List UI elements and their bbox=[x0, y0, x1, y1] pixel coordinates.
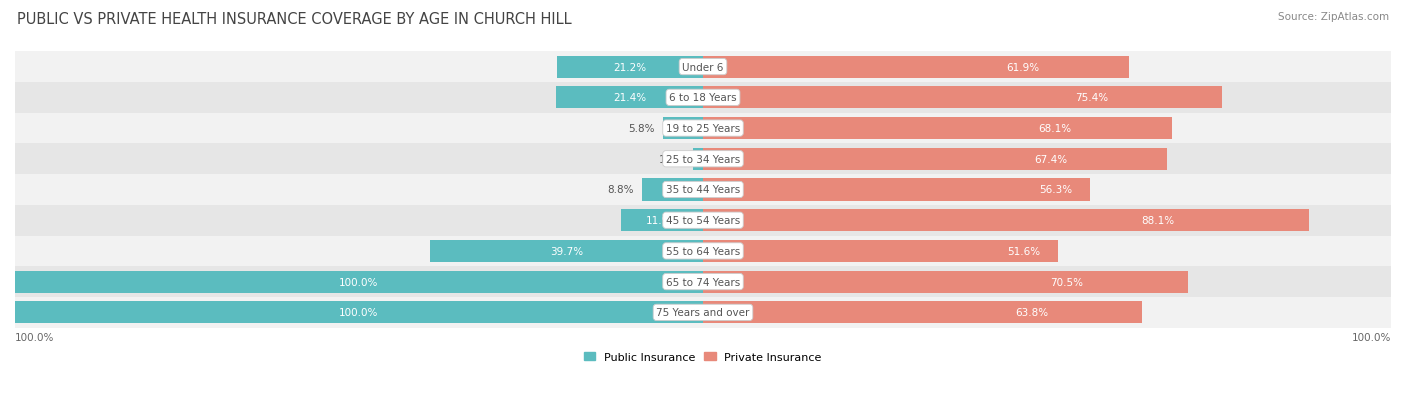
Bar bbox=[703, 301, 1142, 324]
Text: Under 6: Under 6 bbox=[682, 62, 724, 72]
Text: 100.0%: 100.0% bbox=[339, 308, 378, 318]
Text: 56.3%: 56.3% bbox=[1039, 185, 1073, 195]
Bar bbox=[15, 205, 1391, 236]
Bar bbox=[15, 236, 1391, 267]
Bar bbox=[703, 57, 1129, 78]
Text: 6 to 18 Years: 6 to 18 Years bbox=[669, 93, 737, 103]
Text: 51.6%: 51.6% bbox=[1007, 246, 1040, 256]
Bar bbox=[15, 175, 1391, 205]
Text: 45 to 54 Years: 45 to 54 Years bbox=[666, 216, 740, 225]
Bar bbox=[15, 301, 703, 324]
Text: 61.9%: 61.9% bbox=[1005, 62, 1039, 72]
Legend: Public Insurance, Private Insurance: Public Insurance, Private Insurance bbox=[579, 348, 827, 366]
Text: 5.8%: 5.8% bbox=[628, 124, 655, 134]
Text: 100.0%: 100.0% bbox=[15, 332, 55, 342]
Bar bbox=[15, 83, 1391, 114]
Bar bbox=[703, 87, 1222, 109]
Bar bbox=[703, 118, 1171, 140]
Text: 35 to 44 Years: 35 to 44 Years bbox=[666, 185, 740, 195]
Text: 19 to 25 Years: 19 to 25 Years bbox=[666, 124, 740, 134]
Text: 68.1%: 68.1% bbox=[1038, 124, 1071, 134]
Bar bbox=[555, 87, 703, 109]
Text: 88.1%: 88.1% bbox=[1142, 216, 1174, 225]
Bar bbox=[703, 148, 1167, 171]
Text: 67.4%: 67.4% bbox=[1035, 154, 1067, 164]
Bar bbox=[693, 148, 703, 171]
Text: 1.4%: 1.4% bbox=[658, 154, 685, 164]
Bar bbox=[643, 179, 703, 201]
Text: 65 to 74 Years: 65 to 74 Years bbox=[666, 277, 740, 287]
Bar bbox=[15, 267, 1391, 297]
Text: Source: ZipAtlas.com: Source: ZipAtlas.com bbox=[1278, 12, 1389, 22]
Text: 21.4%: 21.4% bbox=[613, 93, 645, 103]
Text: 39.7%: 39.7% bbox=[550, 246, 583, 256]
Bar bbox=[15, 114, 1391, 144]
Bar bbox=[15, 271, 703, 293]
Text: 70.5%: 70.5% bbox=[1050, 277, 1083, 287]
Text: 21.2%: 21.2% bbox=[613, 62, 647, 72]
Text: 63.8%: 63.8% bbox=[1015, 308, 1049, 318]
Bar bbox=[15, 297, 1391, 328]
Text: 75.4%: 75.4% bbox=[1076, 93, 1108, 103]
Bar bbox=[703, 240, 1057, 262]
Text: PUBLIC VS PRIVATE HEALTH INSURANCE COVERAGE BY AGE IN CHURCH HILL: PUBLIC VS PRIVATE HEALTH INSURANCE COVER… bbox=[17, 12, 571, 27]
Text: 11.9%: 11.9% bbox=[645, 216, 679, 225]
Bar bbox=[15, 52, 1391, 83]
Text: 100.0%: 100.0% bbox=[1351, 332, 1391, 342]
Bar bbox=[15, 144, 1391, 175]
Text: 75 Years and over: 75 Years and over bbox=[657, 308, 749, 318]
Text: 25 to 34 Years: 25 to 34 Years bbox=[666, 154, 740, 164]
Bar bbox=[621, 210, 703, 232]
Bar bbox=[557, 57, 703, 78]
Bar bbox=[664, 118, 703, 140]
Bar bbox=[703, 271, 1188, 293]
Bar bbox=[703, 179, 1090, 201]
Text: 8.8%: 8.8% bbox=[607, 185, 634, 195]
Bar bbox=[430, 240, 703, 262]
Bar bbox=[703, 210, 1309, 232]
Text: 55 to 64 Years: 55 to 64 Years bbox=[666, 246, 740, 256]
Text: 100.0%: 100.0% bbox=[339, 277, 378, 287]
